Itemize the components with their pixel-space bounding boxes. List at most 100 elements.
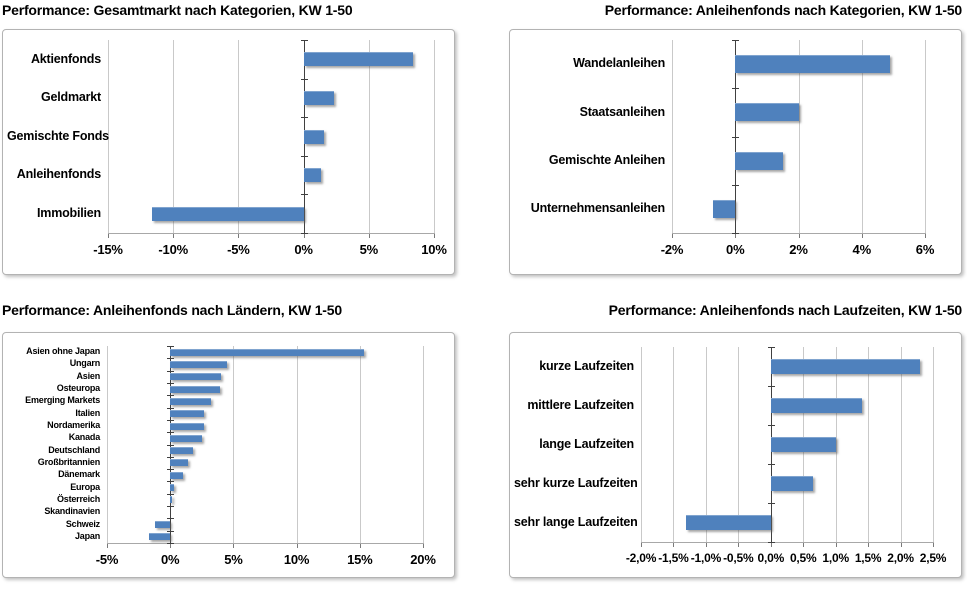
x-tick-label: -2% <box>660 242 684 257</box>
axis-tick-mark <box>423 544 424 548</box>
category-axis-tick <box>300 194 308 195</box>
x-tick-label: 1,5% <box>854 551 882 565</box>
bar-staatsanleihen <box>735 103 799 122</box>
category-label-daenemark: Dänemark <box>58 469 100 480</box>
x-tick-label: 5% <box>224 552 243 567</box>
axis-tick-mark <box>673 543 675 547</box>
category-label-emerging-markets: Emerging Markets <box>25 395 100 406</box>
category-axis-tick <box>300 117 308 118</box>
category-label-italien: Italien <box>75 407 100 418</box>
axis-tick-mark <box>173 234 175 238</box>
x-tick-label: 1,0% <box>822 551 849 565</box>
category-axis-tick <box>167 346 175 347</box>
axis-tick-mark <box>798 234 800 238</box>
x-tick-label: 2,0% <box>887 551 914 565</box>
category-label-anleihenfonds: Anleihenfonds <box>16 167 101 182</box>
bar-italien <box>170 410 205 418</box>
axis-tick-mark <box>107 544 108 548</box>
axis-tick-mark <box>434 234 435 238</box>
category-label-ungarn: Ungarn <box>69 358 101 369</box>
category-label-grossbritannien: Großbritannien <box>37 456 100 467</box>
gridline <box>359 346 361 543</box>
bar-ungarn <box>170 360 228 368</box>
bar-gemischte-fonds <box>303 129 325 144</box>
x-tick-label: 0% <box>160 552 180 567</box>
axis-tick-mark <box>368 234 370 238</box>
bar-kurze-laufzeiten <box>770 359 920 374</box>
gridline <box>933 347 934 542</box>
category-label-japan: Japan <box>74 530 100 541</box>
chart-panel: -5% 0% 5% 10% 15% 20% Asien ohne Japan Ungarn As… <box>2 332 455 578</box>
category-label-nordamerika: Nordamerika <box>47 420 100 431</box>
axis-tick-mark <box>735 234 737 238</box>
category-label-kurze-laufzeiten: kurze Laufzeiten <box>539 358 634 373</box>
category-label-mittlere-laufzeiten: mittlere Laufzeiten <box>527 397 634 412</box>
category-label-deutschland: Deutschland <box>48 444 100 455</box>
x-tick-label: -1,5% <box>658 551 689 565</box>
bar-emerging-markets <box>170 397 211 405</box>
gridline <box>238 40 240 233</box>
bar-schweiz <box>155 521 171 529</box>
category-label-skandinavien: Skandinavien <box>44 506 100 517</box>
x-axis-line <box>107 543 424 544</box>
gridline <box>673 347 675 542</box>
category-label-geldmarkt: Geldmarkt <box>40 90 101 105</box>
gridline <box>423 346 424 543</box>
category-axis-tick <box>167 420 175 421</box>
x-tick-label: 5% <box>359 242 379 257</box>
category-axis-tick <box>767 425 775 426</box>
axis-tick-mark <box>233 544 235 548</box>
category-label-aktienfonds: Aktienfonds <box>30 51 101 66</box>
category-label-sehr-kurze-laufzeiten: sehr kurze Laufzeiten <box>514 475 638 490</box>
category-axis-tick <box>767 503 775 504</box>
x-tick-label: -2,0% <box>625 551 657 565</box>
category-label-gemischte-fonds: Gemischte Fonds <box>7 128 109 143</box>
category-axis-tick <box>732 233 740 234</box>
x-axis-line <box>641 542 934 543</box>
bar-oesterreich <box>170 496 173 504</box>
axis-tick-mark <box>641 543 642 547</box>
chart-title: Performance: Gesamtmarkt nach Kategorien… <box>2 2 353 18</box>
chart-anleihenfonds-nach-laendern: Performance: Anleihenfonds nach Ländern,… <box>2 302 455 578</box>
x-tick-label: -5% <box>227 242 250 257</box>
chart-title: Performance: Anleihenfonds nach Ländern,… <box>2 302 342 318</box>
axis-tick-mark <box>303 234 305 238</box>
category-axis-tick <box>167 506 175 507</box>
x-tick-label: 0% <box>726 242 745 257</box>
category-axis-tick <box>167 543 175 544</box>
category-axis-tick <box>167 469 175 470</box>
x-axis-line <box>672 233 926 234</box>
x-tick-label: 10% <box>421 242 447 257</box>
x-tick-label: 2,5% <box>919 551 947 565</box>
category-axis-tick <box>732 137 740 138</box>
bar-asien-ohne-japan <box>170 348 364 356</box>
category-axis-tick <box>167 445 175 446</box>
category-axis-tick <box>300 40 308 41</box>
category-axis-tick <box>732 185 740 186</box>
chart-title: Performance: Anleihenfonds nach Kategori… <box>604 2 962 18</box>
bar-daenemark <box>170 471 183 479</box>
gridline <box>738 347 740 542</box>
bar-deutschland <box>170 447 193 455</box>
x-tick-label: 4% <box>852 242 872 257</box>
zero-axis-line <box>170 346 172 543</box>
category-label-oesterreich: Österreich <box>56 493 100 504</box>
category-axis-tick <box>732 40 740 41</box>
axis-tick-mark <box>238 234 240 238</box>
chart-panel: -2,0% -1,5% -1,0% -0,5% 0,0% 0,5% 1,0% 1,5% 2,0%… <box>509 332 962 578</box>
bar-anleihenfonds <box>303 168 321 183</box>
x-tick-label: 0,0% <box>757 551 785 565</box>
category-label-sehr-lange-laufzeiten: sehr lange Laufzeiten <box>514 514 638 529</box>
x-tick-label: 10% <box>283 552 310 567</box>
x-tick-label: -1,0% <box>690 551 722 565</box>
axis-tick-mark <box>803 543 805 547</box>
bar-wandelanleihen <box>735 55 891 74</box>
category-axis-tick <box>167 432 175 433</box>
x-tick-label: 20% <box>410 552 436 567</box>
category-axis-tick <box>300 156 308 157</box>
gridline <box>434 40 435 233</box>
category-axis-tick <box>167 408 175 409</box>
gridline <box>798 40 800 233</box>
category-axis-tick <box>732 88 740 89</box>
chart-panel: -15% -10% -5% 0% 5% 10% Aktienfonds Geldmarkt Ge… <box>2 29 455 275</box>
